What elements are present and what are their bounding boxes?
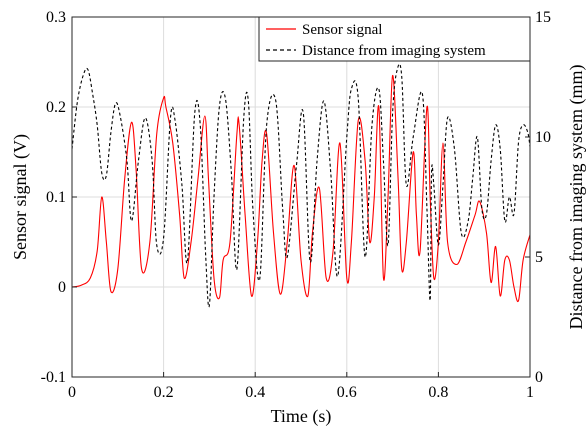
- legend-label-distance: Distance from imaging system: [302, 43, 486, 59]
- x-tick-label: 0.2: [154, 384, 174, 401]
- y-left-tick-label: -0.1: [41, 369, 66, 386]
- legend-box: [258, 16, 531, 62]
- y-left-tick-label: 0.2: [46, 99, 66, 116]
- series-layer: [71, 63, 531, 308]
- legend: Sensor signal Distance from imaging syst…: [258, 16, 531, 62]
- y-right-tick-label: 15: [535, 9, 551, 26]
- y-right-tick-label: 10: [535, 129, 551, 146]
- y-left-tick-label: 0: [58, 279, 66, 296]
- x-tick-label: 0.8: [428, 384, 448, 401]
- y-left-tick-label: 0.3: [46, 9, 66, 26]
- grid-lines: [71, 16, 531, 378]
- x-axis-title: Time (s): [271, 406, 332, 427]
- legend-label-sensor-signal: Sensor signal: [302, 22, 382, 38]
- x-tick-label: 0: [68, 384, 76, 401]
- y-left-tick-label: 0.1: [46, 189, 66, 206]
- x-tick-label: 1: [526, 384, 534, 401]
- y-right-tick-label: 0: [535, 369, 543, 386]
- distance-series-line: [71, 63, 531, 308]
- x-tick-label: 0.6: [337, 384, 357, 401]
- y-left-axis-title: Sensor signal (V): [10, 134, 31, 260]
- y-right-tick-label: 5: [535, 249, 543, 266]
- x-tick-label: 0.4: [245, 384, 265, 401]
- sensor-signal-series-line: [71, 74, 531, 303]
- y-right-axis-title: Distance from imaging system (mm): [566, 65, 587, 330]
